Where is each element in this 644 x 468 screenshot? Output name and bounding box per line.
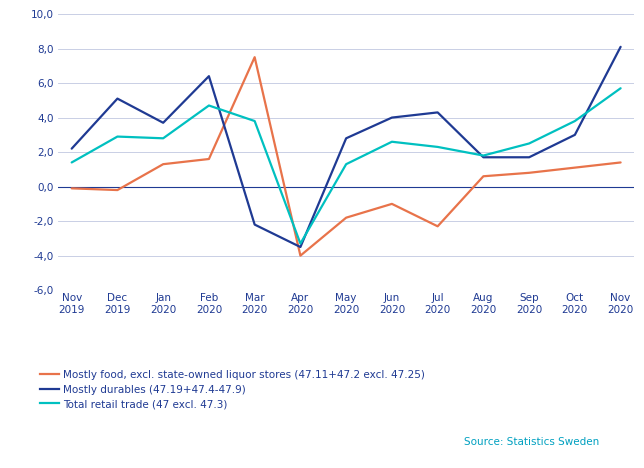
Legend: Mostly food, excl. state-owned liquor stores (47.11+47.2 excl. 47.25), Mostly du: Mostly food, excl. state-owned liquor st… [40, 370, 425, 410]
Text: Source: Statistics Sweden: Source: Statistics Sweden [464, 437, 599, 447]
